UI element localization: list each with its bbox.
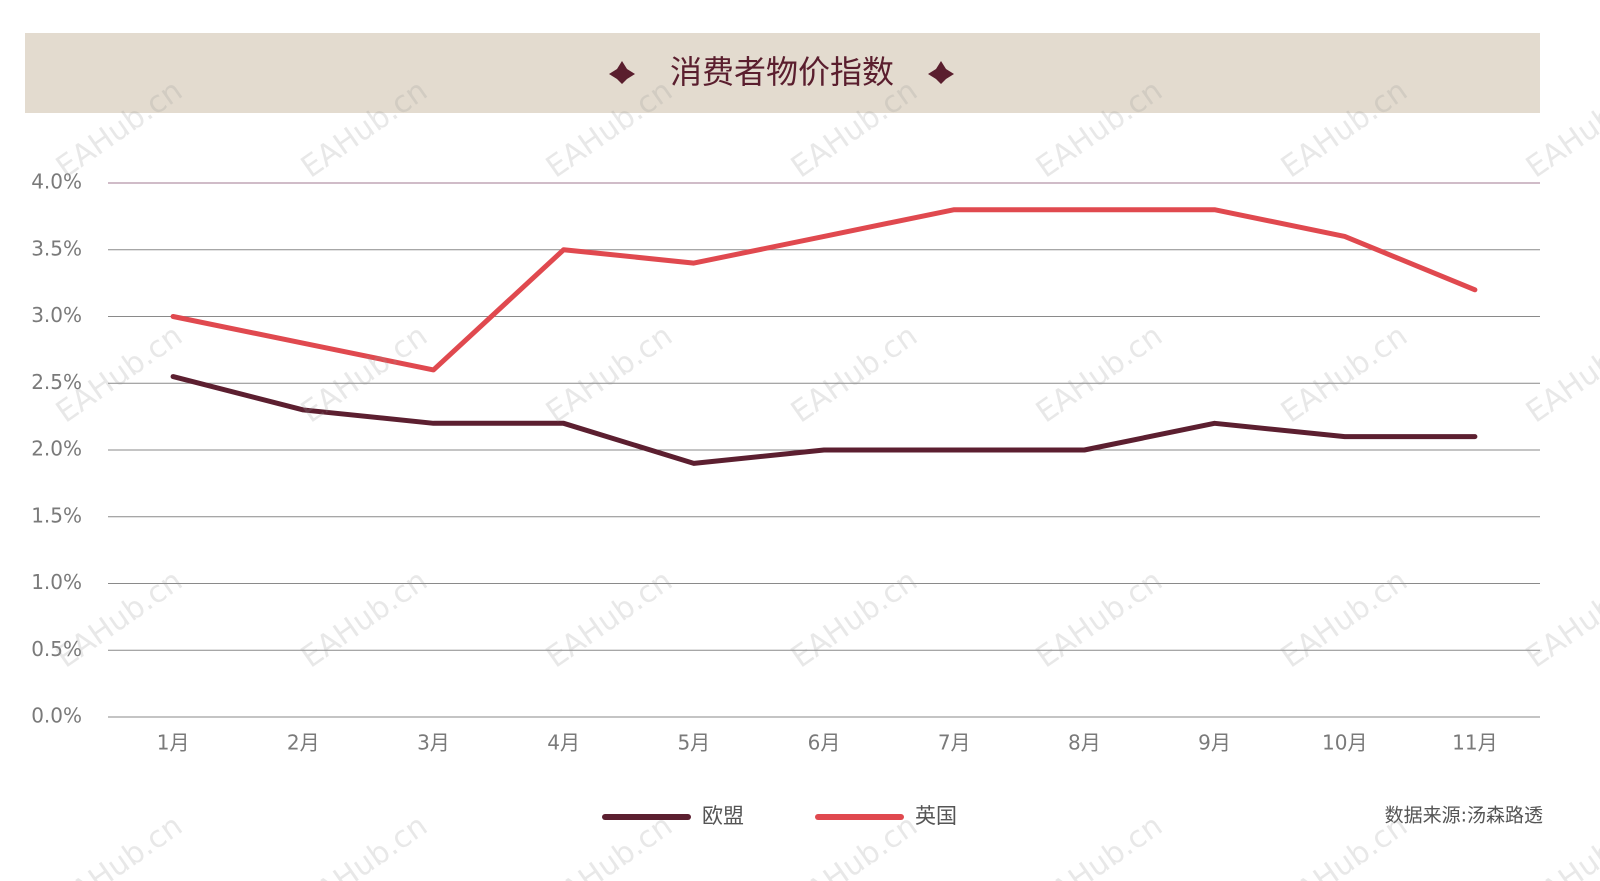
watermark: EAHub.cn [540, 563, 679, 675]
x-tick-label: 11月 [1452, 731, 1497, 755]
watermark: EAHub.cn [1520, 563, 1600, 675]
y-tick-label: 3.0% [31, 303, 82, 327]
watermark: EAHub.cn [1030, 563, 1169, 675]
watermark: EAHub.cn [785, 563, 924, 675]
y-tick-label: 2.5% [31, 370, 82, 394]
x-tick-label: 1月 [157, 731, 190, 755]
watermark: EAHub.cn [1275, 563, 1414, 675]
chart-title: 消费者物价指数 [670, 53, 894, 91]
series-line [170, 374, 1478, 466]
y-tick-label: 3.5% [31, 236, 82, 260]
x-tick-label: 9月 [1198, 731, 1231, 755]
watermark: EAHub.cn [295, 808, 434, 881]
y-tick-label: 0.0% [31, 704, 82, 728]
series-line [170, 207, 1478, 373]
watermarks: EAHub.cn EAHub.cn EAHub.cn EAHub.cn EAHub.cn… [50, 73, 1600, 881]
title-ornament [609, 61, 635, 84]
x-tick-label: 3月 [417, 731, 450, 755]
source-note: 数据来源:汤森路透 [1385, 805, 1543, 827]
legend-label: 英国 [915, 804, 957, 828]
watermark: EAHub.cn [50, 808, 189, 881]
watermark: EAHub.cn [785, 318, 924, 430]
x-tick-label: 4月 [547, 731, 580, 755]
x-tick-label: 6月 [808, 731, 841, 755]
legend-label: 欧盟 [702, 804, 744, 828]
title-ornament [928, 61, 954, 84]
watermark: EAHub.cn [1275, 808, 1414, 881]
watermark: EAHub.cn [295, 318, 434, 430]
watermark: EAHub.cn [1030, 808, 1169, 881]
x-tick-label: 5月 [677, 731, 710, 755]
y-tick-label: 4.0% [31, 170, 82, 194]
x-tick-label: 10月 [1322, 731, 1367, 755]
y-tick-label: 1.5% [31, 503, 82, 527]
watermark: EAHub.cn [1275, 318, 1414, 430]
x-tick-label: 7月 [938, 731, 971, 755]
y-tick-label: 1.0% [31, 570, 82, 594]
watermark: EAHub.cn [540, 318, 679, 430]
y-tick-label: 0.5% [31, 637, 82, 661]
watermark: EAHub.cn [295, 563, 434, 675]
y-tick-label: 2.0% [31, 437, 82, 461]
watermark: EAHub.cn [1520, 318, 1600, 430]
watermark: EAHub.cn [1030, 318, 1169, 430]
x-tick-label: 2月 [287, 731, 320, 755]
title-banner [25, 33, 1540, 113]
x-tick-label: 8月 [1068, 731, 1101, 755]
